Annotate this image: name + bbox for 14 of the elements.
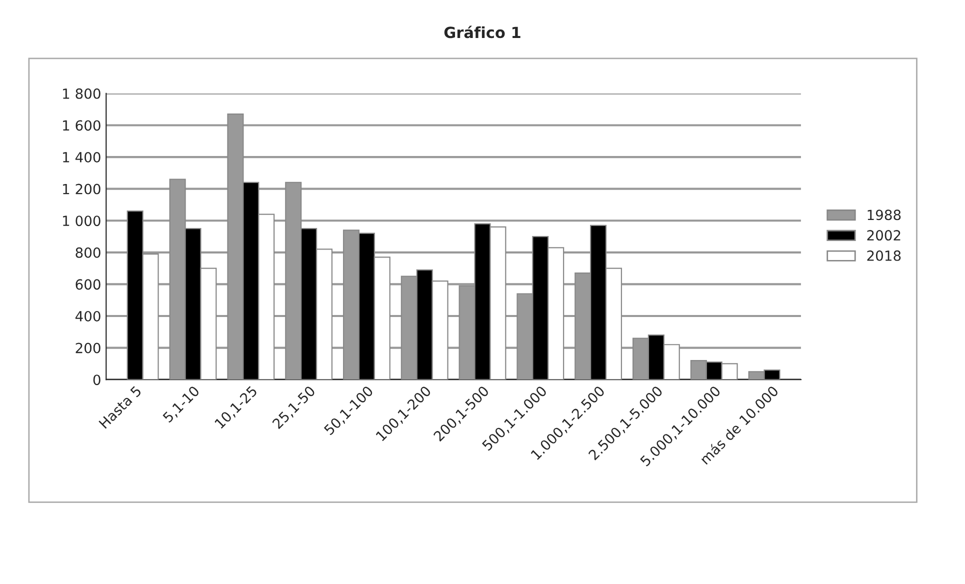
y-tick-label: 800 [76,247,100,258]
y-tick-label: 1 600 [63,120,100,131]
legend-label: 2002 [867,230,900,241]
legend-label: 2018 [867,250,901,261]
y-tick-label: 1 000 [63,216,100,226]
chart-title: Gráfico 1 [444,26,520,38]
y-tick-label: 200 [76,342,100,354]
y-tick-label: 1 800 [63,88,100,99]
y-tick-label: 0 [93,374,100,386]
y-tick-label: 1 200 [63,184,100,194]
legend-label: 1988 [868,210,901,220]
y-tick-label: 1 400 [63,152,100,163]
y-tick-label: 400 [75,310,100,322]
y-tick-label: 600 [76,279,100,290]
